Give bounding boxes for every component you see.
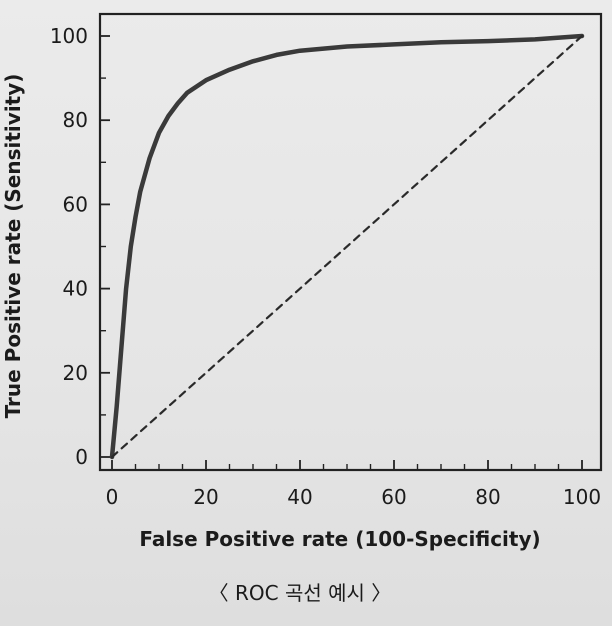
plot-frame — [98, 12, 603, 472]
roc-curve-line — [109, 33, 585, 460]
y-tick-label: 40 — [63, 277, 88, 301]
x-tick-label: 60 — [381, 485, 406, 509]
y-tick-label: 0 — [75, 445, 88, 469]
y-axis-ticks: 0 20 40 60 80 100 — [50, 24, 110, 469]
y-axis-title: True Positive rate (Sensitivity) — [1, 74, 25, 419]
reference-diagonal-line — [110, 34, 584, 459]
y-tick-label: 80 — [63, 108, 88, 132]
figure-caption: 〈 ROC 곡선 예시 〉 — [209, 581, 392, 605]
x-tick-label: 80 — [475, 485, 500, 509]
y-tick-label: 20 — [63, 361, 88, 385]
x-tick-label: 0 — [106, 485, 119, 509]
x-axis-ticks: 0 20 40 60 80 100 — [106, 460, 601, 509]
y-tick-label: 100 — [50, 24, 88, 48]
series-layer — [109, 33, 585, 460]
x-axis-title: False Positive rate (100-Specificity) — [139, 527, 540, 551]
x-tick-label: 40 — [287, 485, 312, 509]
x-tick-label: 100 — [563, 485, 601, 509]
x-tick-label: 20 — [193, 485, 218, 509]
y-tick-label: 60 — [63, 192, 88, 216]
